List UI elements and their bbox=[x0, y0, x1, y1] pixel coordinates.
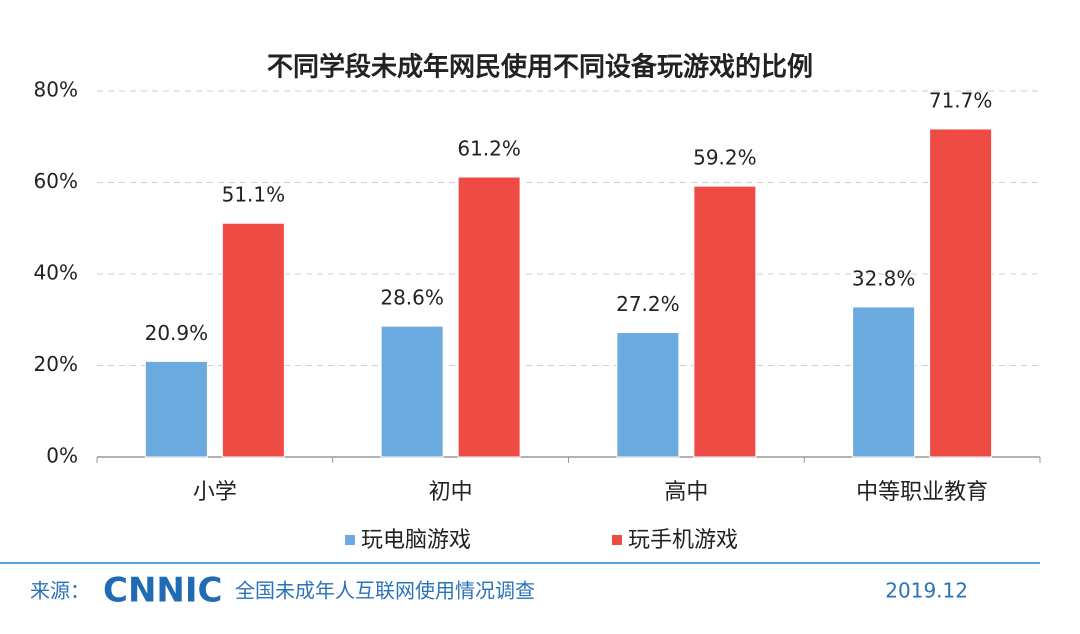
value-label: 20.9% bbox=[145, 321, 209, 345]
bar bbox=[929, 128, 993, 458]
value-label: 71.7% bbox=[929, 88, 993, 112]
logo: CNNIC bbox=[103, 571, 222, 611]
source-label: 来源： bbox=[30, 579, 90, 603]
x-tick-label: 小学 bbox=[193, 480, 237, 505]
bar bbox=[457, 176, 521, 458]
x-tick-label: 高中 bbox=[664, 480, 708, 505]
legend-swatch bbox=[345, 535, 355, 545]
legend-label: 玩电脑游戏 bbox=[361, 528, 471, 553]
bar bbox=[693, 185, 757, 458]
y-tick-label: 20% bbox=[34, 352, 78, 376]
legend-label: 玩手机游戏 bbox=[628, 528, 738, 553]
legend-swatch bbox=[612, 535, 622, 545]
x-tick-label: 初中 bbox=[429, 480, 473, 505]
value-label: 61.2% bbox=[457, 137, 521, 161]
y-tick-label: 0% bbox=[46, 444, 78, 468]
value-label: 32.8% bbox=[852, 266, 916, 290]
value-label: 28.6% bbox=[380, 286, 444, 310]
bar bbox=[144, 360, 208, 458]
value-label: 51.1% bbox=[222, 183, 286, 207]
y-tick-label: 80% bbox=[34, 78, 78, 102]
y-tick-label: 60% bbox=[34, 169, 78, 193]
value-label: 27.2% bbox=[616, 292, 680, 316]
bar bbox=[616, 332, 680, 458]
x-tick-label: 中等职业教育 bbox=[856, 480, 988, 505]
date: 2019.12 bbox=[885, 579, 968, 603]
survey-name: 全国未成年人互联网使用情况调查 bbox=[235, 579, 535, 603]
y-tick-label: 40% bbox=[34, 261, 78, 285]
bar bbox=[380, 325, 444, 458]
bar bbox=[852, 306, 916, 458]
chart-title: 不同学段未成年网民使用不同设备玩游戏的比例 bbox=[267, 52, 813, 83]
bar bbox=[221, 222, 285, 458]
value-label: 59.2% bbox=[693, 146, 757, 170]
